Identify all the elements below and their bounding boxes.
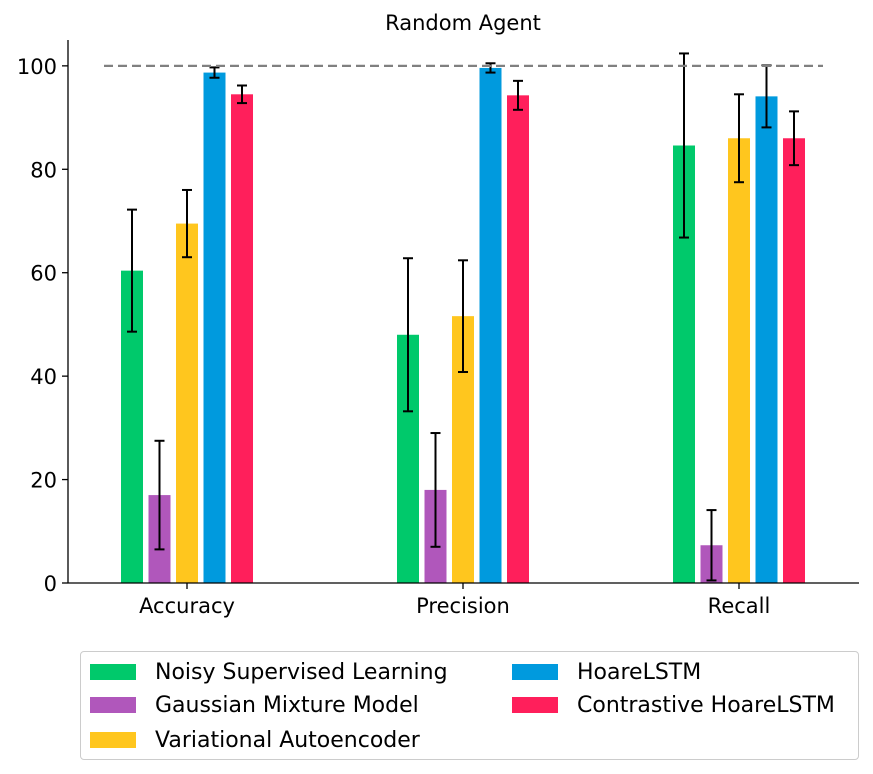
errorbar-gaussian-mixture-model-precision [430,432,441,548]
errorbar-contrastive-hoarelstm-accuracy [237,84,247,105]
bar-variational-autoencoder-accuracy [176,223,198,584]
legend-swatch [512,664,558,680]
errorbar-contrastive-hoarelstm-recall [789,110,799,167]
y-tick-label-60: 60 [30,262,57,286]
y-tick-label-80: 80 [30,158,57,182]
x-tick-label-precision: Precision [416,594,510,618]
bar-contrastive-hoarelstm-accuracy [231,94,253,584]
errorbar-gaussian-mixture-model-recall [706,509,717,582]
legend-label: Gaussian Mixture Model [155,692,419,718]
bar-hoarelstm-accuracy [203,72,226,583]
errorbar-noisy-supervised-learning-precision [403,257,413,413]
bar-hoarelstm-recall [755,96,778,584]
errorbar-gaussian-mixture-model-accuracy [154,439,165,551]
x-tick-label-accuracy: Accuracy [139,594,235,618]
errorbar-variational-autoencoder-precision [458,259,468,374]
legend-item-contrastive-hoarelstm: Contrastive HoareLSTM [512,690,835,720]
legend-swatch [90,732,136,748]
errorbar-noisy-supervised-learning-recall [679,52,689,239]
bar-hoarelstm-precision [479,67,502,583]
legend-swatch [512,697,558,713]
errorbar-hoarelstm-accuracy [209,66,220,79]
y-tick-label-100: 100 [17,55,57,79]
legend-item-hoarelstm: HoareLSTM [512,657,701,687]
bar-chart: Random Agent 0 20 40 60 80 100 Accuracy Precisi… [17,11,859,618]
legend-swatch [90,664,136,680]
legend-item-variational-autoencoder: Variational Autoencoder [90,725,420,755]
bar-noisy-supervised-learning-precision [397,334,419,583]
legend-item-noisy-supervised-learning: Noisy Supervised Learning [90,657,448,687]
y-tick-label-40: 40 [30,365,57,389]
errorbar-variational-autoencoder-recall [734,93,744,184]
legend-item-gaussian-mixture-model: Gaussian Mixture Model [90,690,419,720]
legend-label: Noisy Supervised Learning [155,659,448,685]
legend-label: Contrastive HoareLSTM [577,692,835,718]
errorbar-variational-autoencoder-accuracy [182,188,192,259]
bar-contrastive-hoarelstm-recall [783,138,805,583]
errorbar-contrastive-hoarelstm-precision [513,79,523,111]
bar-variational-autoencoder-precision [452,316,474,583]
x-tick-label-recall: Recall [708,594,771,618]
y-tick-label-20: 20 [30,469,57,493]
bar-noisy-supervised-learning-recall [673,145,695,584]
legend-swatch [90,697,136,713]
errorbar-noisy-supervised-learning-accuracy [127,208,137,333]
legend: Noisy Supervised Learning Gaussian Mixtur… [80,651,859,760]
chart-title: Random Agent [385,11,541,35]
bar-noisy-supervised-learning-accuracy [121,270,143,583]
bar-variational-autoencoder-recall [728,138,750,583]
legend-label: HoareLSTM [577,659,702,685]
legend-label: Variational Autoencoder [155,727,420,753]
bar-contrastive-hoarelstm-precision [507,95,529,583]
y-tick-label-0: 0 [44,572,57,596]
